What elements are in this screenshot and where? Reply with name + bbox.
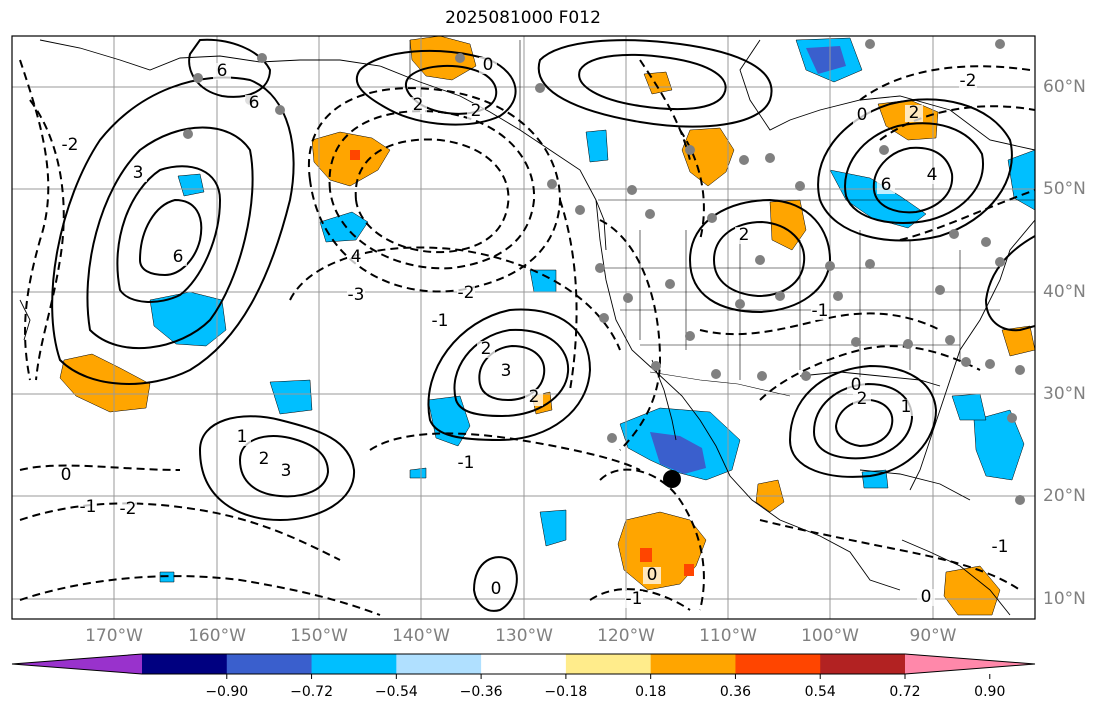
contour-label: 6 (173, 247, 184, 267)
latitude-label: 10°N (1043, 589, 1086, 609)
longitude-label: 150°W (290, 626, 348, 646)
contour-label: 0 (491, 579, 502, 599)
contour-label: 0 (61, 465, 72, 485)
longitude-label: 130°W (495, 626, 553, 646)
contour-label: 3 (281, 461, 292, 481)
colorbar-segment (820, 654, 906, 674)
map-frame (11, 35, 1036, 620)
contour-label: 0 (921, 587, 932, 607)
longitude-label: 160°W (188, 626, 246, 646)
contour-label: -1 (80, 497, 97, 517)
contour-label: 2 (259, 449, 270, 469)
contour-label: -2 (458, 283, 475, 303)
contour-label: 2 (471, 101, 482, 121)
map-title: 2025081000 F012 (445, 8, 601, 28)
strong-negative-shading (650, 46, 846, 474)
colorbar-tick-label: 0.18 (635, 684, 667, 700)
contour-label: -1 (626, 589, 643, 609)
colorbar-tick-label: 0.54 (804, 684, 836, 700)
colorbar (11, 653, 1036, 679)
longitude-label: 110°W (699, 626, 757, 646)
longitude-label: 170°W (85, 626, 143, 646)
colorbar-tick-label: −0.90 (205, 684, 249, 700)
contour-label: 2 (481, 339, 492, 359)
colorbar-max-extension (905, 654, 1035, 674)
contour-label: 1 (237, 427, 248, 447)
contour-label: 1 (901, 397, 912, 417)
colorbar-segment (565, 654, 652, 674)
contour-label: 4 (351, 247, 362, 267)
contour-label: 6 (881, 175, 892, 195)
latitude-label: 60°N (1043, 77, 1086, 97)
contour-label: 0 (857, 105, 868, 125)
contour-label: 0 (851, 375, 862, 395)
contour-label: 2 (909, 103, 920, 123)
colorbar-segment (311, 654, 397, 674)
colorbar-tick-label: 0.36 (719, 684, 752, 700)
latitude-label: 20°N (1043, 486, 1086, 506)
colorbar-segment (226, 654, 313, 674)
strong-positive-shading (350, 150, 694, 576)
colorbar-tick-label: 0.90 (974, 684, 1006, 700)
contour-label: 2 (413, 95, 424, 115)
contour-label: 6 (217, 61, 228, 81)
contour-label: 2 (529, 387, 540, 407)
colorbar-tick-label: −0.54 (374, 684, 418, 700)
contour-label: 2 (739, 225, 750, 245)
contour-label: -3 (348, 285, 365, 305)
contour-label: -1 (812, 301, 829, 321)
contour-label: -1 (992, 537, 1009, 557)
longitude-label: 100°W (801, 626, 859, 646)
political-borders (409, 40, 1035, 397)
colorbar-tick-label: −0.72 (290, 684, 333, 700)
colorbar-tick-label: −0.36 (459, 684, 503, 700)
colorbar-min-extension (12, 654, 142, 674)
latitude-label: 30°N (1043, 384, 1086, 404)
contour-label: 6 (249, 93, 260, 113)
contour-label: 4 (927, 165, 938, 185)
latitude-label: 40°N (1043, 282, 1086, 302)
colorbar-segment (650, 654, 736, 674)
longitude-label: 90°W (909, 626, 957, 646)
contour-label: 2 (857, 389, 868, 409)
contour-label: -2 (120, 499, 137, 519)
coastlines (19, 39, 1035, 616)
contour-label: 0 (483, 55, 494, 75)
highlighted-location-marker (663, 470, 681, 488)
colorbar-segment (735, 654, 821, 674)
latitude-label: 50°N (1043, 179, 1086, 199)
colorbar-segment (396, 654, 482, 674)
colorbar-tick-label: −0.18 (544, 684, 588, 700)
longitude-label: 140°W (392, 626, 450, 646)
colorbar-segment (481, 654, 567, 674)
contour-label: 3 (501, 361, 512, 381)
colorbar-segment (142, 654, 228, 674)
longitude-label: 120°W (597, 626, 655, 646)
station-markers (183, 39, 1025, 505)
contour-label: -2 (960, 71, 977, 91)
contour-label: -2 (62, 135, 79, 155)
contour-label: 3 (133, 163, 144, 183)
solid-contours (51, 38, 1035, 612)
contour-label: 0 (647, 565, 658, 585)
contour-label: -1 (458, 453, 475, 473)
dashed-contours (19, 59, 1035, 616)
colorbar-tick-label: 0.72 (889, 684, 921, 700)
contour-label: -1 (432, 311, 449, 331)
